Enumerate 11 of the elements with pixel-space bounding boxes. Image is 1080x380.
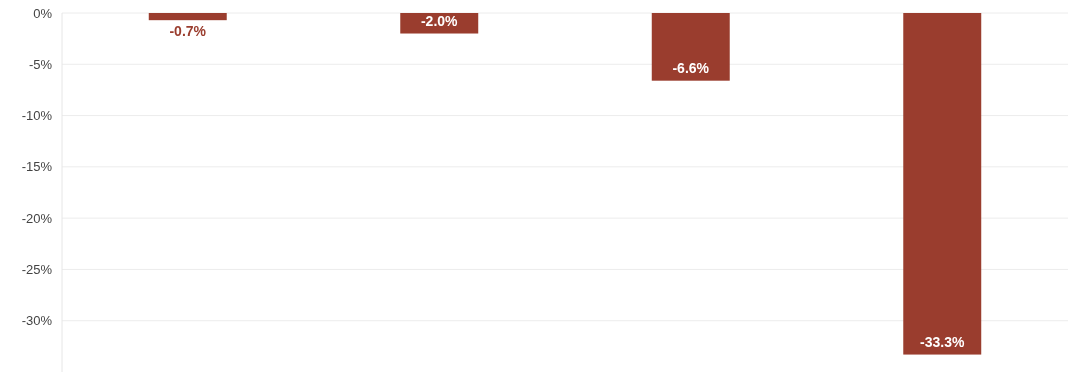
data-label: -0.7% bbox=[169, 23, 207, 40]
data-label: -6.6% bbox=[672, 59, 710, 76]
y-tick-label: -20% bbox=[21, 210, 53, 226]
y-tick-label: 0% bbox=[33, 5, 53, 21]
data-label: -2.0% bbox=[420, 12, 459, 29]
y-tick-label: -5% bbox=[28, 56, 53, 72]
y-tick-label: -25% bbox=[21, 261, 53, 277]
y-tick-label: -30% bbox=[21, 313, 53, 329]
y-tick-label: -15% bbox=[21, 159, 53, 175]
data-label: -33.3% bbox=[920, 333, 965, 350]
y-tick-label: -10% bbox=[21, 108, 53, 124]
